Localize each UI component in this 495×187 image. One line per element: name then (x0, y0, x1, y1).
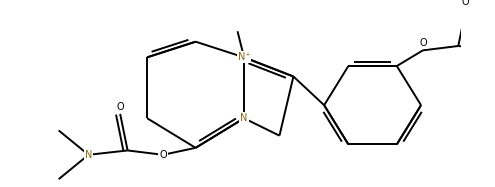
Text: N: N (494, 45, 495, 55)
Text: O: O (419, 38, 427, 48)
Text: N: N (241, 113, 248, 123)
Text: N: N (85, 150, 92, 160)
Text: O: O (116, 102, 124, 112)
Text: O: O (159, 150, 167, 160)
Text: O: O (462, 0, 470, 7)
Text: N⁺: N⁺ (238, 52, 250, 62)
